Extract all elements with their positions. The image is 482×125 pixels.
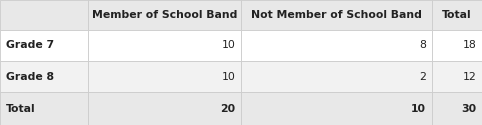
Text: Grade 7: Grade 7 — [6, 40, 54, 50]
Text: Not Member of School Band: Not Member of School Band — [251, 10, 422, 20]
Text: 10: 10 — [221, 40, 235, 50]
Text: Total: Total — [6, 104, 35, 114]
Text: 12: 12 — [462, 72, 476, 82]
Bar — [88, 61, 241, 92]
Text: 10: 10 — [221, 72, 235, 82]
Text: 18: 18 — [462, 40, 476, 50]
Bar — [432, 92, 482, 125]
Text: 2: 2 — [419, 72, 426, 82]
Text: 8: 8 — [419, 40, 426, 50]
Bar — [432, 0, 482, 30]
Text: 20: 20 — [220, 104, 235, 114]
Bar — [0, 30, 88, 61]
Bar — [241, 0, 432, 30]
Bar — [241, 92, 432, 125]
Bar — [0, 0, 88, 30]
Bar — [0, 92, 88, 125]
Text: Total: Total — [442, 10, 472, 20]
Bar — [88, 30, 241, 61]
Bar — [432, 61, 482, 92]
Text: Grade 8: Grade 8 — [6, 72, 54, 82]
Text: 10: 10 — [411, 104, 426, 114]
Bar — [88, 92, 241, 125]
Bar — [88, 0, 241, 30]
Bar — [241, 61, 432, 92]
Text: 30: 30 — [461, 104, 476, 114]
Bar — [432, 30, 482, 61]
Text: Member of School Band: Member of School Band — [92, 10, 237, 20]
Bar — [0, 61, 88, 92]
Bar — [241, 30, 432, 61]
